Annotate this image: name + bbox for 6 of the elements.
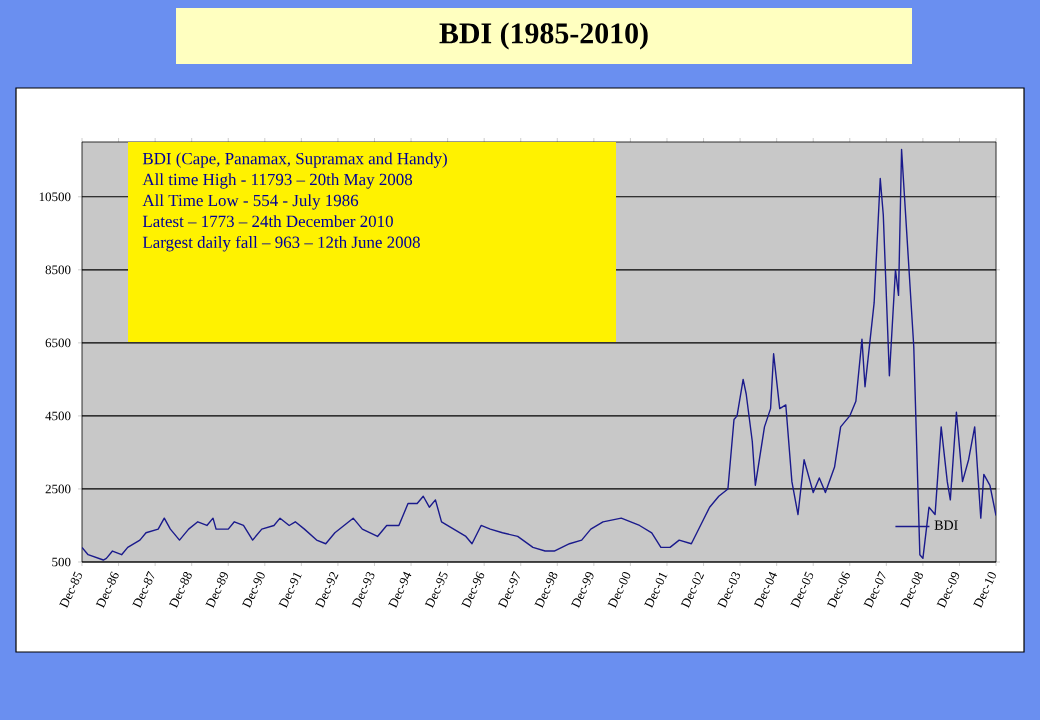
annotation: Largest daily fall – 963 – 12th June 2008	[142, 235, 420, 252]
annotation: All Time Low - 554 - July 1986	[142, 194, 359, 210]
annotation: Latest – 1773 – 24th December 2010	[142, 215, 393, 228]
annotation: All time High - 11793 – 20th May 2008	[142, 173, 413, 189]
chart-title: BDI (1985-2010)	[439, 22, 648, 50]
annotation: BDI (Cape, Panamax, Supramax and Handy)	[142, 152, 447, 168]
